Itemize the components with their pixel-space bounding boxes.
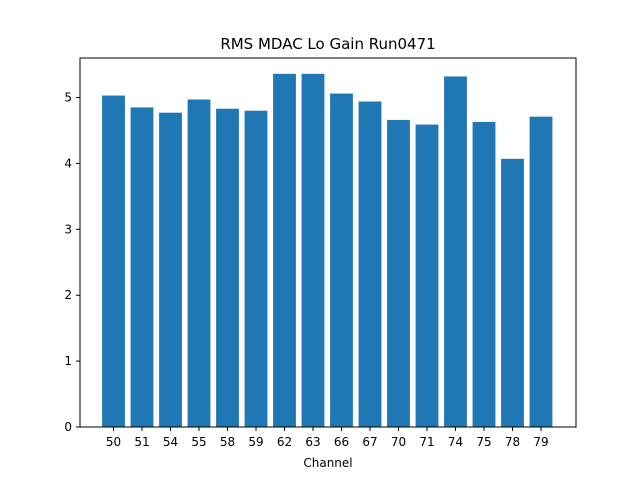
x-tick-label: 70 [391,435,406,449]
x-tick-label: 78 [505,435,520,449]
x-tick-label: 74 [448,435,463,449]
x-tick-label: 59 [248,435,263,449]
x-tick-label: 62 [277,435,292,449]
x-axis-label: Channel [303,456,352,470]
bar-78 [501,158,524,427]
y-tick-label: 3 [64,222,72,236]
x-tick-label: 51 [134,435,149,449]
bar-79 [529,116,553,427]
chart-title: RMS MDAC Lo Gain Run0471 [220,35,435,53]
y-tick-label: 2 [64,288,72,302]
x-tick-label: 75 [476,435,491,449]
x-tick-label: 79 [533,435,548,449]
bar-51 [130,107,154,428]
y-tick-label: 4 [64,156,72,170]
bar-50 [102,95,125,427]
x-tick-label: 63 [305,435,320,449]
bar-70 [387,119,410,427]
x-tick-label: 66 [334,435,349,449]
x-tick-label: 54 [163,435,178,449]
x-axis-ticks: 50 51 54 55 58 59 62 63 66 67 70 71 74 75 78 79 [106,427,549,449]
bar-54 [159,112,182,427]
y-axis-ticks: 0 1 2 3 4 5 [64,91,80,434]
bar-59 [244,110,268,428]
x-tick-label: 67 [362,435,377,449]
bar-71 [415,124,439,428]
x-tick-label: 55 [191,435,206,449]
bar-63 [301,73,325,427]
plot-frame [79,57,577,428]
y-tick-label: 0 [64,420,72,434]
bar-74 [444,76,467,427]
x-tick-label: 58 [220,435,235,449]
x-tick-label: 50 [106,435,121,449]
bar-58 [216,108,239,428]
bar-66 [330,93,353,427]
bar-62 [273,73,296,427]
x-tick-label: 71 [419,435,434,449]
bar-75 [472,121,496,428]
y-tick-label: 5 [64,91,72,105]
bar-67 [358,101,382,428]
bar-55 [187,99,211,427]
bars-group [102,73,553,428]
y-tick-label: 1 [64,354,72,368]
